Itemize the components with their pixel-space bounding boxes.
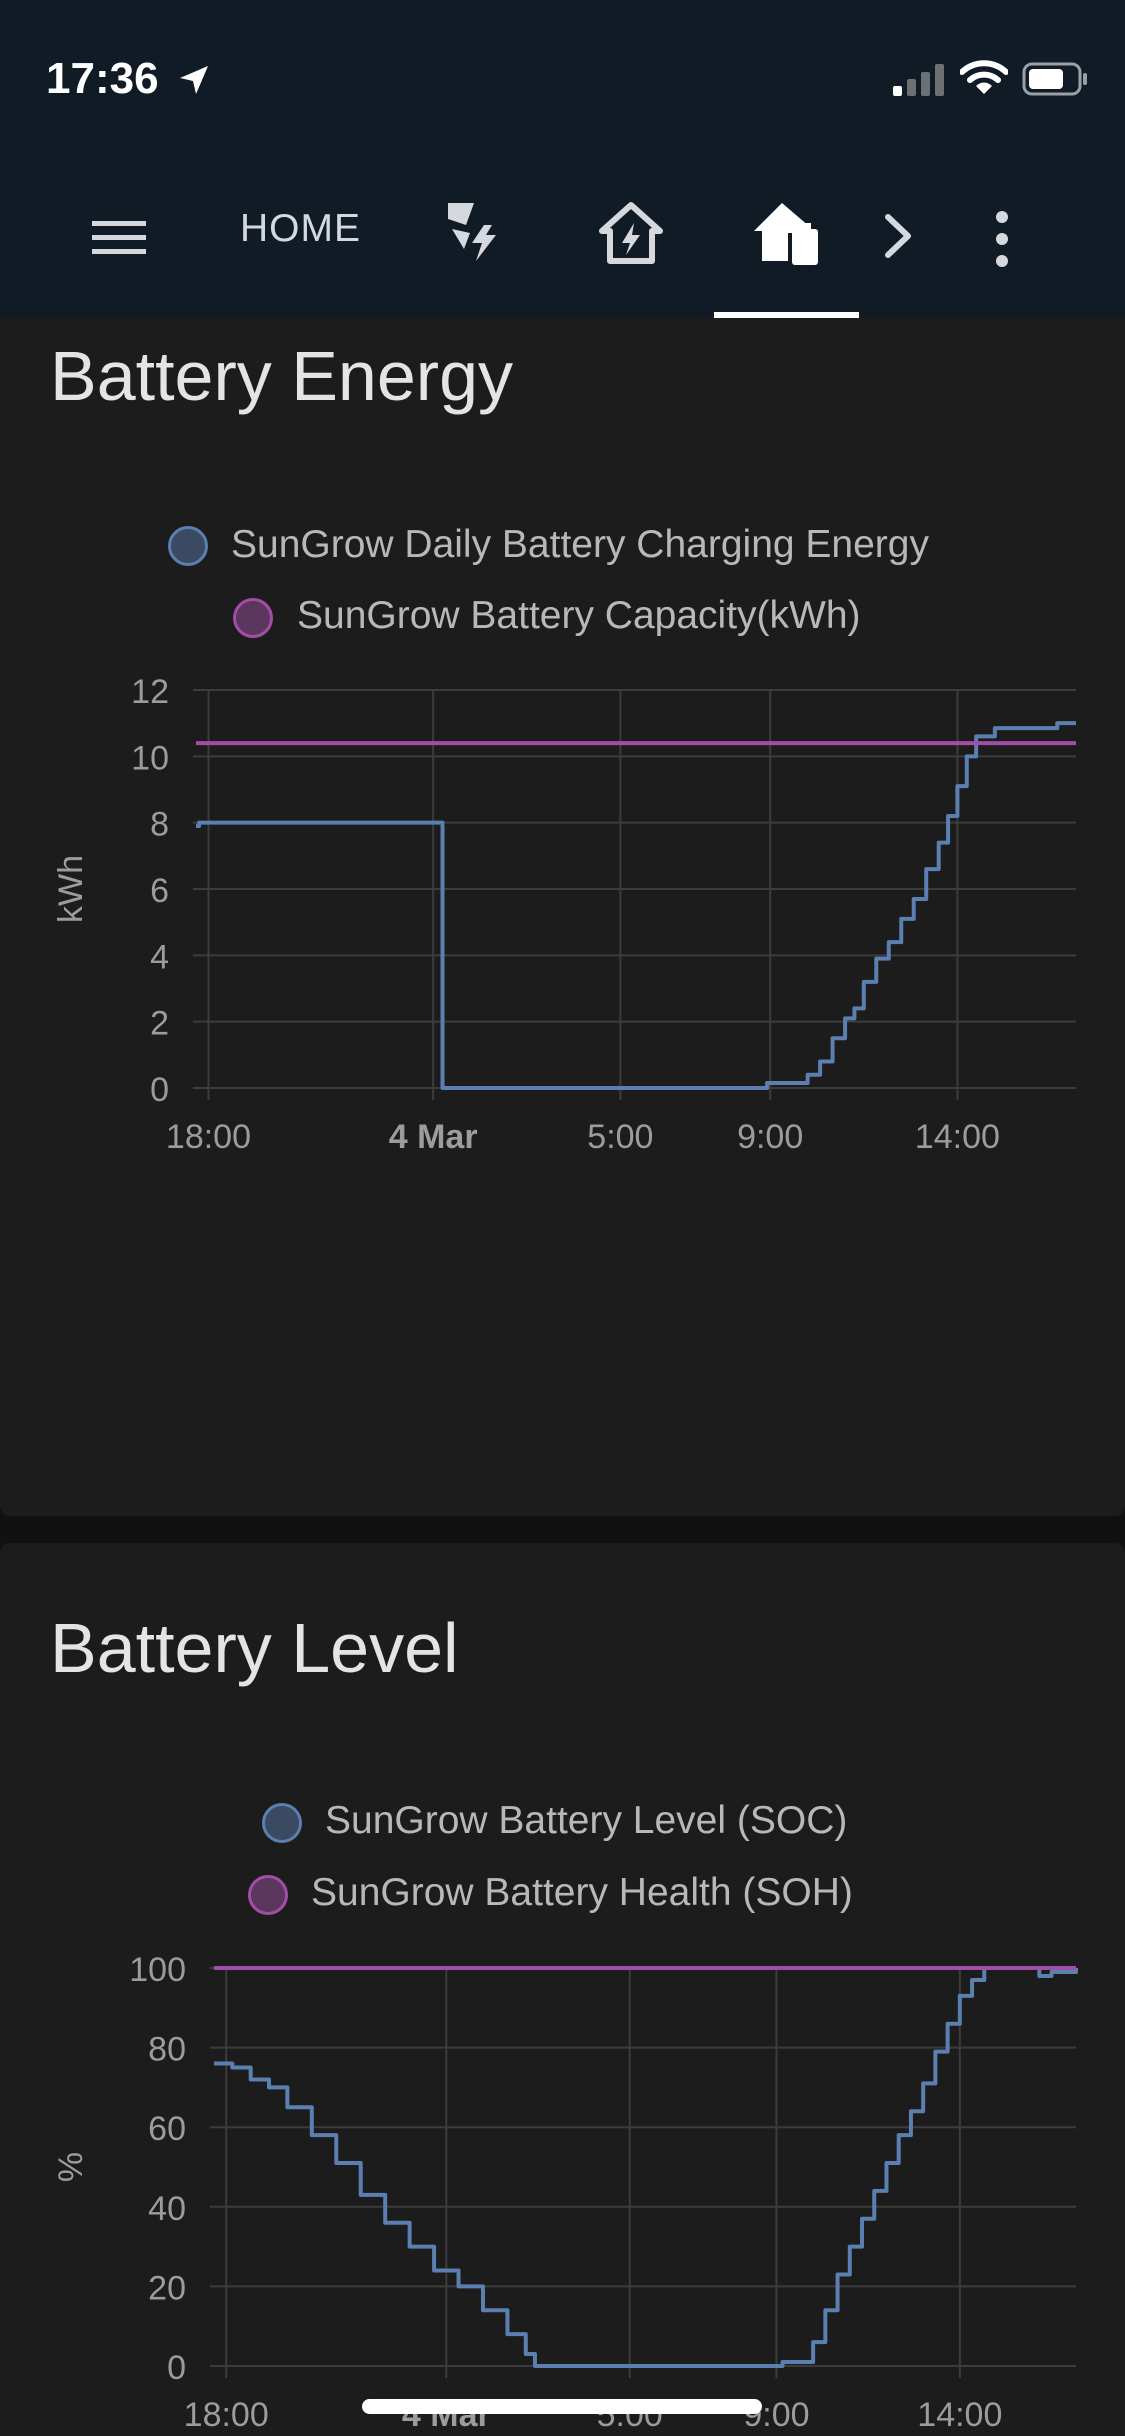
y-tick-label: 100 — [129, 1951, 186, 1989]
x-tick-label: 14:00 — [917, 2396, 1002, 2434]
x-tick-label: 18:00 — [166, 1118, 251, 1156]
y-tick-label: 0 — [167, 2349, 186, 2387]
series-line — [196, 721, 1076, 1090]
series-line — [214, 1966, 1078, 2368]
tab-selected-indicator — [714, 312, 859, 318]
y-tick-label: 12 — [131, 673, 169, 711]
x-tick-label: 14:00 — [915, 1118, 1000, 1156]
status-time: 17:36 — [46, 54, 159, 103]
x-tick-label: 5:00 — [587, 1118, 653, 1156]
y-tick-label: 4 — [150, 938, 169, 976]
x-tick-label: 9:00 — [737, 1118, 803, 1156]
x-tick-label: 4 Mar — [389, 1118, 478, 1156]
legend-item[interactable]: SunGrow Daily Battery Charging Energy — [231, 523, 929, 566]
y-axis-label: % — [52, 2152, 90, 2182]
card-title: Battery Energy — [50, 337, 513, 415]
card-title: Battery Level — [50, 1609, 459, 1687]
x-tick-label: 18:00 — [184, 2396, 269, 2434]
y-tick-label: 2 — [150, 1005, 169, 1043]
y-tick-label: 6 — [150, 872, 169, 910]
y-tick-label: 10 — [131, 739, 169, 777]
wifi-icon — [960, 60, 1008, 94]
y-tick-label: 80 — [148, 2031, 186, 2069]
legend-dot[interactable] — [168, 526, 208, 566]
legend-dot[interactable] — [233, 598, 273, 638]
app-bar: HOME — [0, 165, 1125, 318]
y-tick-label: 20 — [148, 2269, 186, 2307]
y-tick-label: 8 — [150, 806, 169, 844]
legend-item[interactable]: SunGrow Battery Level (SOC) — [325, 1799, 848, 1842]
cellular-signal-icon — [893, 64, 944, 96]
y-tick-label: 0 — [150, 1071, 169, 1109]
chevron-right-icon[interactable] — [880, 211, 916, 261]
battery-energy-card: Battery Energy SunGrow Daily Battery Cha… — [0, 318, 1125, 1516]
solar-power-icon[interactable] — [444, 199, 510, 265]
legend-dot[interactable] — [248, 1875, 288, 1915]
legend-item[interactable]: SunGrow Battery Health (SOH) — [311, 1871, 853, 1914]
battery-energy-chart: 0 2 4 6 8 10 12 18:00 4 Mar 5:00 9:00 14:00 kWh — [52, 673, 1076, 1156]
status-bar: 17:36 — [0, 0, 1125, 165]
home-indicator[interactable] — [362, 2399, 762, 2414]
legend-dot[interactable] — [262, 1803, 302, 1843]
home-battery-icon[interactable] — [752, 199, 822, 269]
y-tick-label: 60 — [148, 2110, 186, 2148]
battery-status-icon — [1022, 62, 1087, 96]
location-arrow-icon — [180, 66, 208, 94]
tab-home[interactable]: HOME — [240, 207, 361, 250]
menu-icon[interactable] — [90, 213, 150, 261]
y-axis-label: kWh — [52, 855, 90, 923]
dots-vertical-icon[interactable] — [990, 209, 1014, 269]
legend-item[interactable]: SunGrow Battery Capacity(kWh) — [297, 594, 861, 637]
y-tick-label: 40 — [148, 2190, 186, 2228]
home-lightning-icon[interactable] — [598, 201, 664, 267]
